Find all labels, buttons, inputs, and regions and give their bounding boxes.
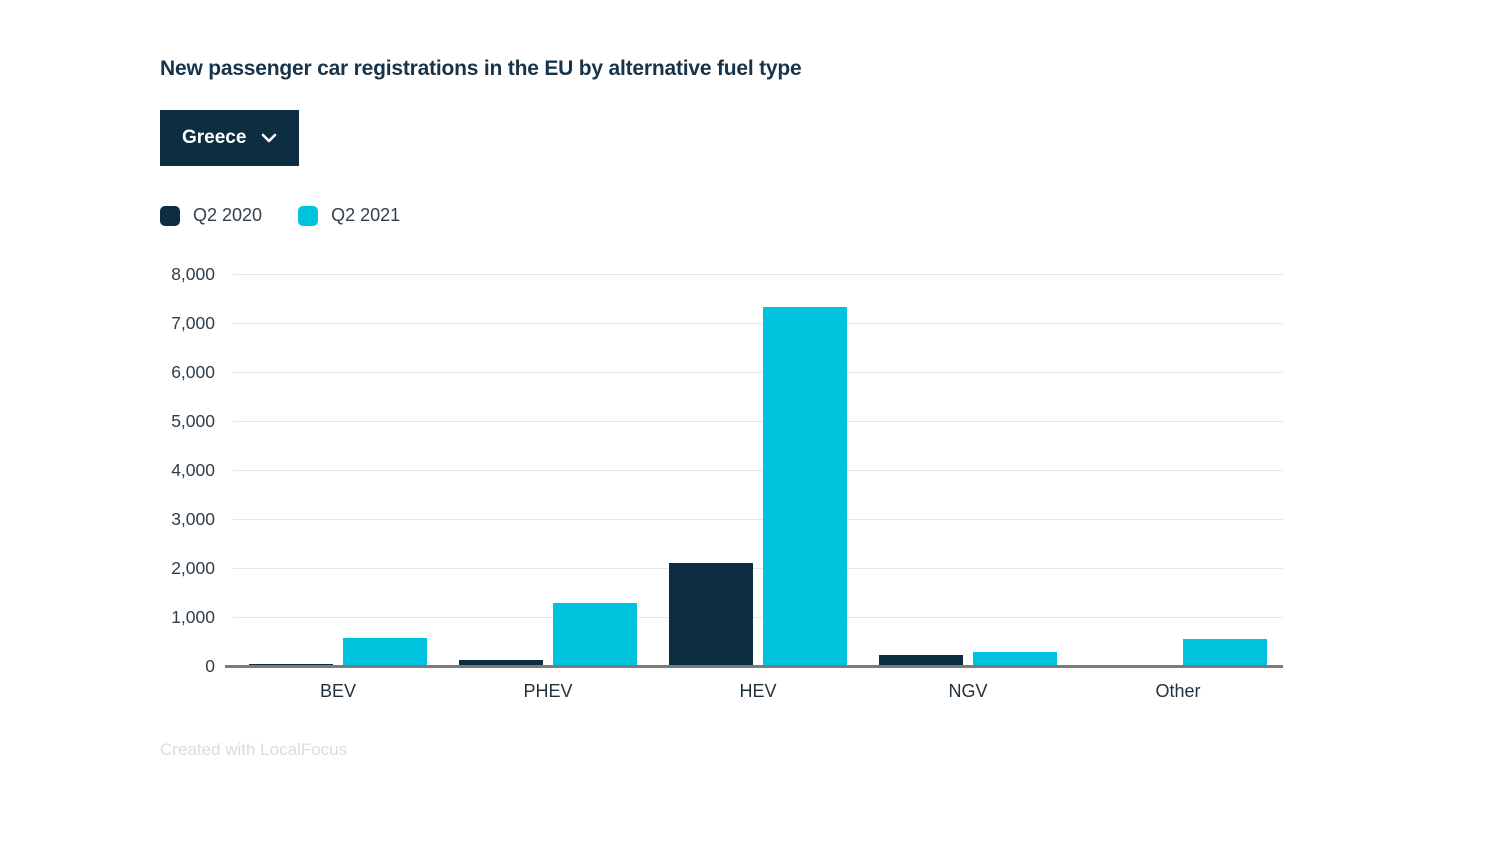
legend-item-q2-2021: Q2 2021 xyxy=(298,205,400,226)
country-dropdown-label: Greece xyxy=(182,127,247,148)
x-tick-label-hev: HEV xyxy=(739,681,777,701)
bar-q2-2020-phev[interactable] xyxy=(459,660,543,666)
bar-group-phev xyxy=(443,274,653,666)
y-tick-label-5000: 5,000 xyxy=(171,410,215,431)
legend: Q2 2020 Q2 2021 xyxy=(160,205,400,226)
gridline-5000 xyxy=(233,421,1283,422)
bar-group-hev xyxy=(653,274,863,666)
attribution: Created with LocalFocus xyxy=(160,740,348,759)
gridline-7000 xyxy=(233,323,1283,324)
bar-group-ngv xyxy=(863,274,1073,666)
legend-item-q2-2020: Q2 2020 xyxy=(160,205,262,226)
country-dropdown[interactable]: Greece xyxy=(160,110,300,166)
x-tick-label-bev: BEV xyxy=(319,681,357,701)
y-tick-label-2000: 2,000 xyxy=(171,557,215,578)
legend-label-q2-2021: Q2 2021 xyxy=(331,205,401,225)
gridline-1000 xyxy=(233,617,1283,618)
gridline-2000 xyxy=(233,568,1283,569)
legend-swatch-q2-2020 xyxy=(160,205,180,226)
bar-q2-2021-hev[interactable] xyxy=(763,307,847,666)
bar-q2-2020-hev[interactable] xyxy=(669,563,753,666)
bar-q2-2021-bev[interactable] xyxy=(343,638,427,666)
y-tick-label-8000: 8,000 xyxy=(171,263,215,284)
gridline-8000 xyxy=(233,274,1283,275)
y-tick-label-3000: 3,000 xyxy=(171,508,215,529)
y-axis-labels: 0 1,000 2,000 3,000 4,000 5,000 6,000 7,000 8,00… xyxy=(160,264,215,676)
bar-group-bev xyxy=(233,274,443,666)
gridline-6000 xyxy=(233,372,1283,373)
bar-groups xyxy=(233,274,1283,666)
y-tick-label-6000: 6,000 xyxy=(171,361,215,382)
x-tick-label-other: Other xyxy=(1155,681,1201,701)
chevron-down-icon xyxy=(262,133,277,143)
legend-label-q2-2020: Q2 2020 xyxy=(193,205,263,225)
bar-q2-2021-ngv[interactable] xyxy=(973,652,1057,666)
y-tick-label-7000: 7,000 xyxy=(171,312,215,333)
bar-q2-2020-ngv[interactable] xyxy=(879,654,963,666)
plot-area xyxy=(225,274,1283,668)
gridline-3000 xyxy=(233,519,1283,520)
bar-q2-2021-other[interactable] xyxy=(1183,639,1267,666)
x-axis-labels: BEV PHEV HEV NGV Other xyxy=(233,681,1283,702)
gridline-4000 xyxy=(233,470,1283,471)
x-axis-line xyxy=(225,665,1283,668)
y-tick-label-0: 0 xyxy=(205,655,215,676)
legend-swatch-q2-2021 xyxy=(298,205,319,226)
chart-title: New passenger car registrations in the E… xyxy=(160,57,802,80)
y-tick-label-4000: 4,000 xyxy=(171,459,215,480)
x-tick-label-phev: PHEV xyxy=(523,681,573,701)
bar-group-other xyxy=(1073,274,1283,666)
x-tick-label-ngv: NGV xyxy=(948,681,988,701)
y-tick-label-1000: 1,000 xyxy=(171,606,215,627)
bar-q2-2021-phev[interactable] xyxy=(553,603,637,666)
